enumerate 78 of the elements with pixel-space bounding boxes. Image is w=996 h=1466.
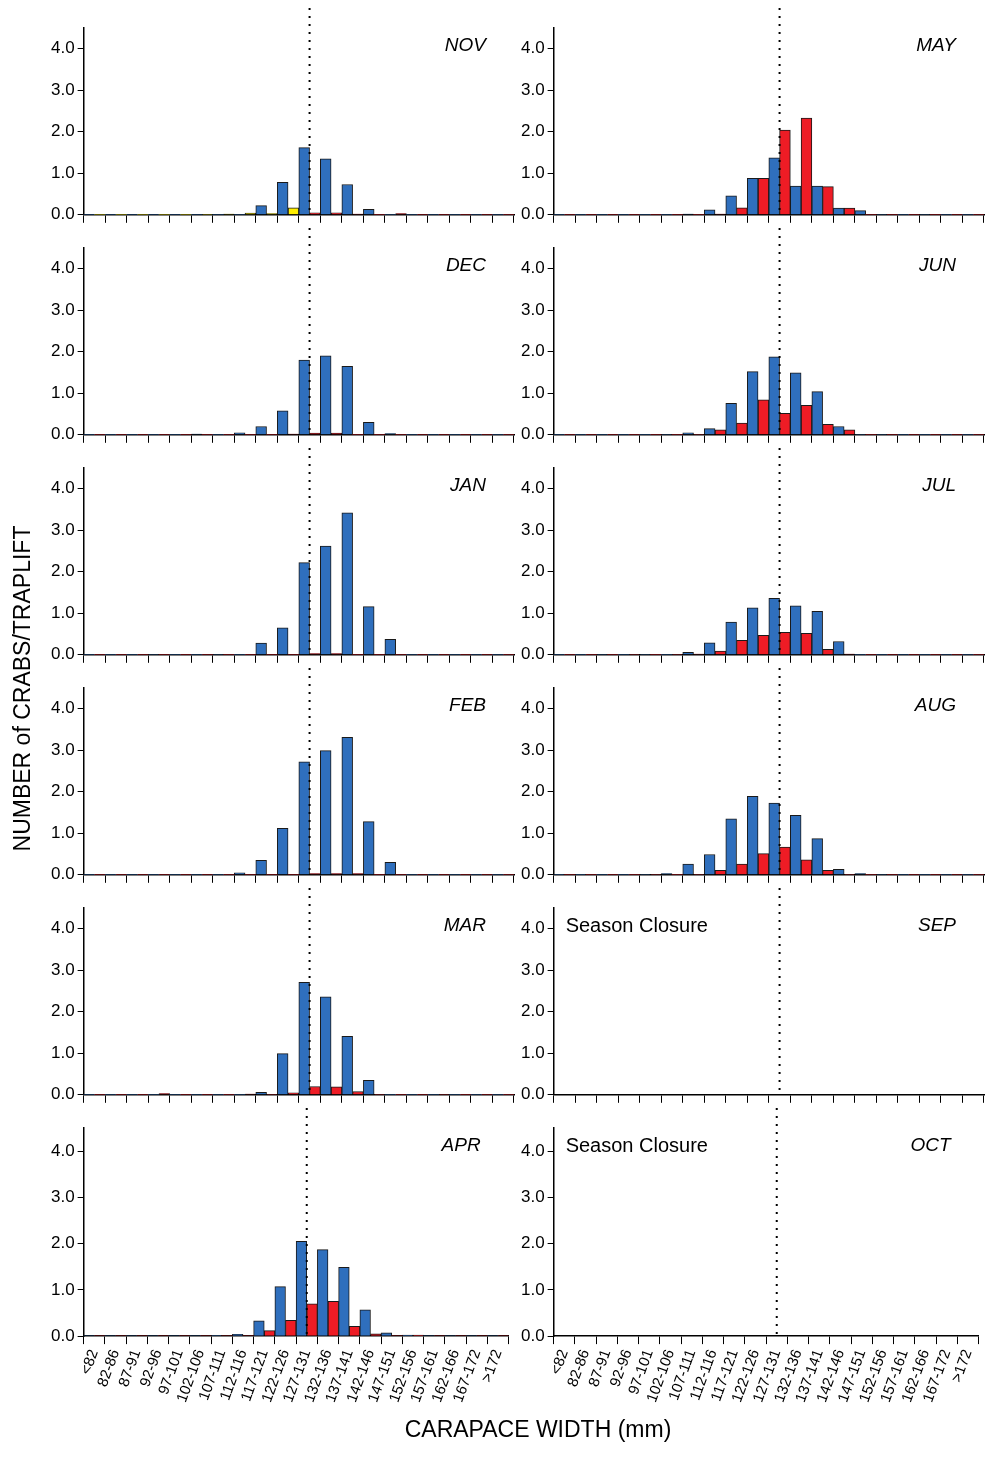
- y-tick-label: 2.0: [520, 781, 545, 801]
- y-tick-label: 2.0: [50, 341, 75, 361]
- y-tick-label: 3.0: [520, 79, 545, 99]
- y-tick-label: 4.0: [520, 1140, 545, 1160]
- y-tick-label: 3.0: [50, 79, 75, 99]
- y-tick-label: 4.0: [520, 38, 545, 58]
- chart-title: JUL: [921, 473, 956, 495]
- y-tick-label: 4.0: [50, 258, 75, 278]
- y-tick-label: 1.0: [50, 162, 75, 182]
- y-tick-label: 3.0: [50, 959, 75, 979]
- y-tick-label: 3.0: [520, 519, 545, 539]
- y-tick-label: 2.0: [50, 1233, 75, 1253]
- y-tick-label: 0.0: [520, 644, 545, 664]
- y-tick-label: 0.0: [50, 1325, 75, 1345]
- y-tick-label: 0.0: [520, 1084, 545, 1104]
- y-tick-label: 1.0: [50, 822, 75, 842]
- y-tick-label: 4.0: [50, 478, 75, 498]
- y-tick-label: 0.0: [50, 1084, 75, 1104]
- y-tick-label: 2.0: [50, 121, 75, 141]
- y-tick-label: 1.0: [50, 602, 75, 622]
- y-tick-label: 4.0: [520, 698, 545, 718]
- y-tick-label: 2.0: [520, 1001, 545, 1021]
- y-tick-label: 3.0: [520, 739, 545, 759]
- y-axis-title: NUMBER of CRABS/TRAPLIFT: [9, 525, 37, 851]
- x-axis-title: CARAPACE WIDTH (mm): [403, 1416, 673, 1443]
- annotation: Season Closure: [565, 913, 708, 936]
- chart-title: FEB: [449, 693, 487, 715]
- y-tick-label: 4.0: [520, 918, 545, 938]
- y-tick-label: 3.0: [520, 299, 545, 319]
- y-tick-label: 3.0: [520, 1187, 545, 1207]
- y-tick-label: 3.0: [50, 739, 75, 759]
- y-tick-label: 4.0: [50, 918, 75, 938]
- y-tick-label: 2.0: [50, 1001, 75, 1021]
- y-tick-label: 2.0: [520, 561, 545, 581]
- chart-title: JUN: [918, 253, 957, 275]
- y-tick-label: 3.0: [50, 1187, 75, 1207]
- y-tick-label: 1.0: [520, 1042, 545, 1062]
- chart-title: OCT: [910, 1133, 952, 1155]
- y-tick-label: 1.0: [520, 162, 545, 182]
- chart-title: JAN: [449, 473, 487, 495]
- y-tick-label: 0.0: [50, 644, 75, 664]
- chart-title: AUG: [913, 693, 956, 715]
- y-tick-label: 4.0: [520, 478, 545, 498]
- x-tick-label: <82: [546, 1346, 571, 1377]
- chart-title: APR: [440, 1133, 481, 1155]
- y-tick-label: 1.0: [50, 382, 75, 402]
- y-tick-label: 2.0: [520, 341, 545, 361]
- y-tick-label: 0.0: [50, 204, 75, 224]
- y-tick-label: 1.0: [520, 822, 545, 842]
- y-tick-label: 3.0: [520, 959, 545, 979]
- y-tick-label: 1.0: [520, 382, 545, 402]
- y-tick-label: 4.0: [50, 1140, 75, 1160]
- y-tick-label: 1.0: [520, 602, 545, 622]
- chart-title: SEP: [917, 913, 957, 935]
- y-tick-label: 0.0: [520, 1325, 545, 1345]
- y-tick-label: 0.0: [520, 204, 545, 224]
- y-tick-label: 3.0: [50, 299, 75, 319]
- chart-title: NOV: [444, 33, 489, 55]
- y-tick-label: 3.0: [50, 519, 75, 539]
- chart-title: MAR: [443, 913, 487, 935]
- y-tick-label: 0.0: [520, 424, 545, 444]
- y-tick-label: 1.0: [50, 1279, 75, 1299]
- y-tick-label: 0.0: [50, 864, 75, 884]
- y-tick-label: 2.0: [520, 121, 545, 141]
- chart-title: MAY: [916, 33, 958, 55]
- y-tick-label: 0.0: [520, 864, 545, 884]
- x-tick-label: <82: [76, 1346, 101, 1377]
- y-tick-label: 4.0: [50, 698, 75, 718]
- y-tick-label: 2.0: [50, 781, 75, 801]
- chart-title: DEC: [445, 253, 487, 275]
- annotation: Season Closure: [565, 1133, 708, 1156]
- y-tick-label: 1.0: [50, 1042, 75, 1062]
- y-tick-label: 0.0: [50, 424, 75, 444]
- y-tick-label: 4.0: [520, 258, 545, 278]
- y-tick-label: 1.0: [520, 1279, 545, 1299]
- y-tick-label: 4.0: [50, 38, 75, 58]
- y-tick-label: 2.0: [520, 1233, 545, 1253]
- y-tick-label: 2.0: [50, 561, 75, 581]
